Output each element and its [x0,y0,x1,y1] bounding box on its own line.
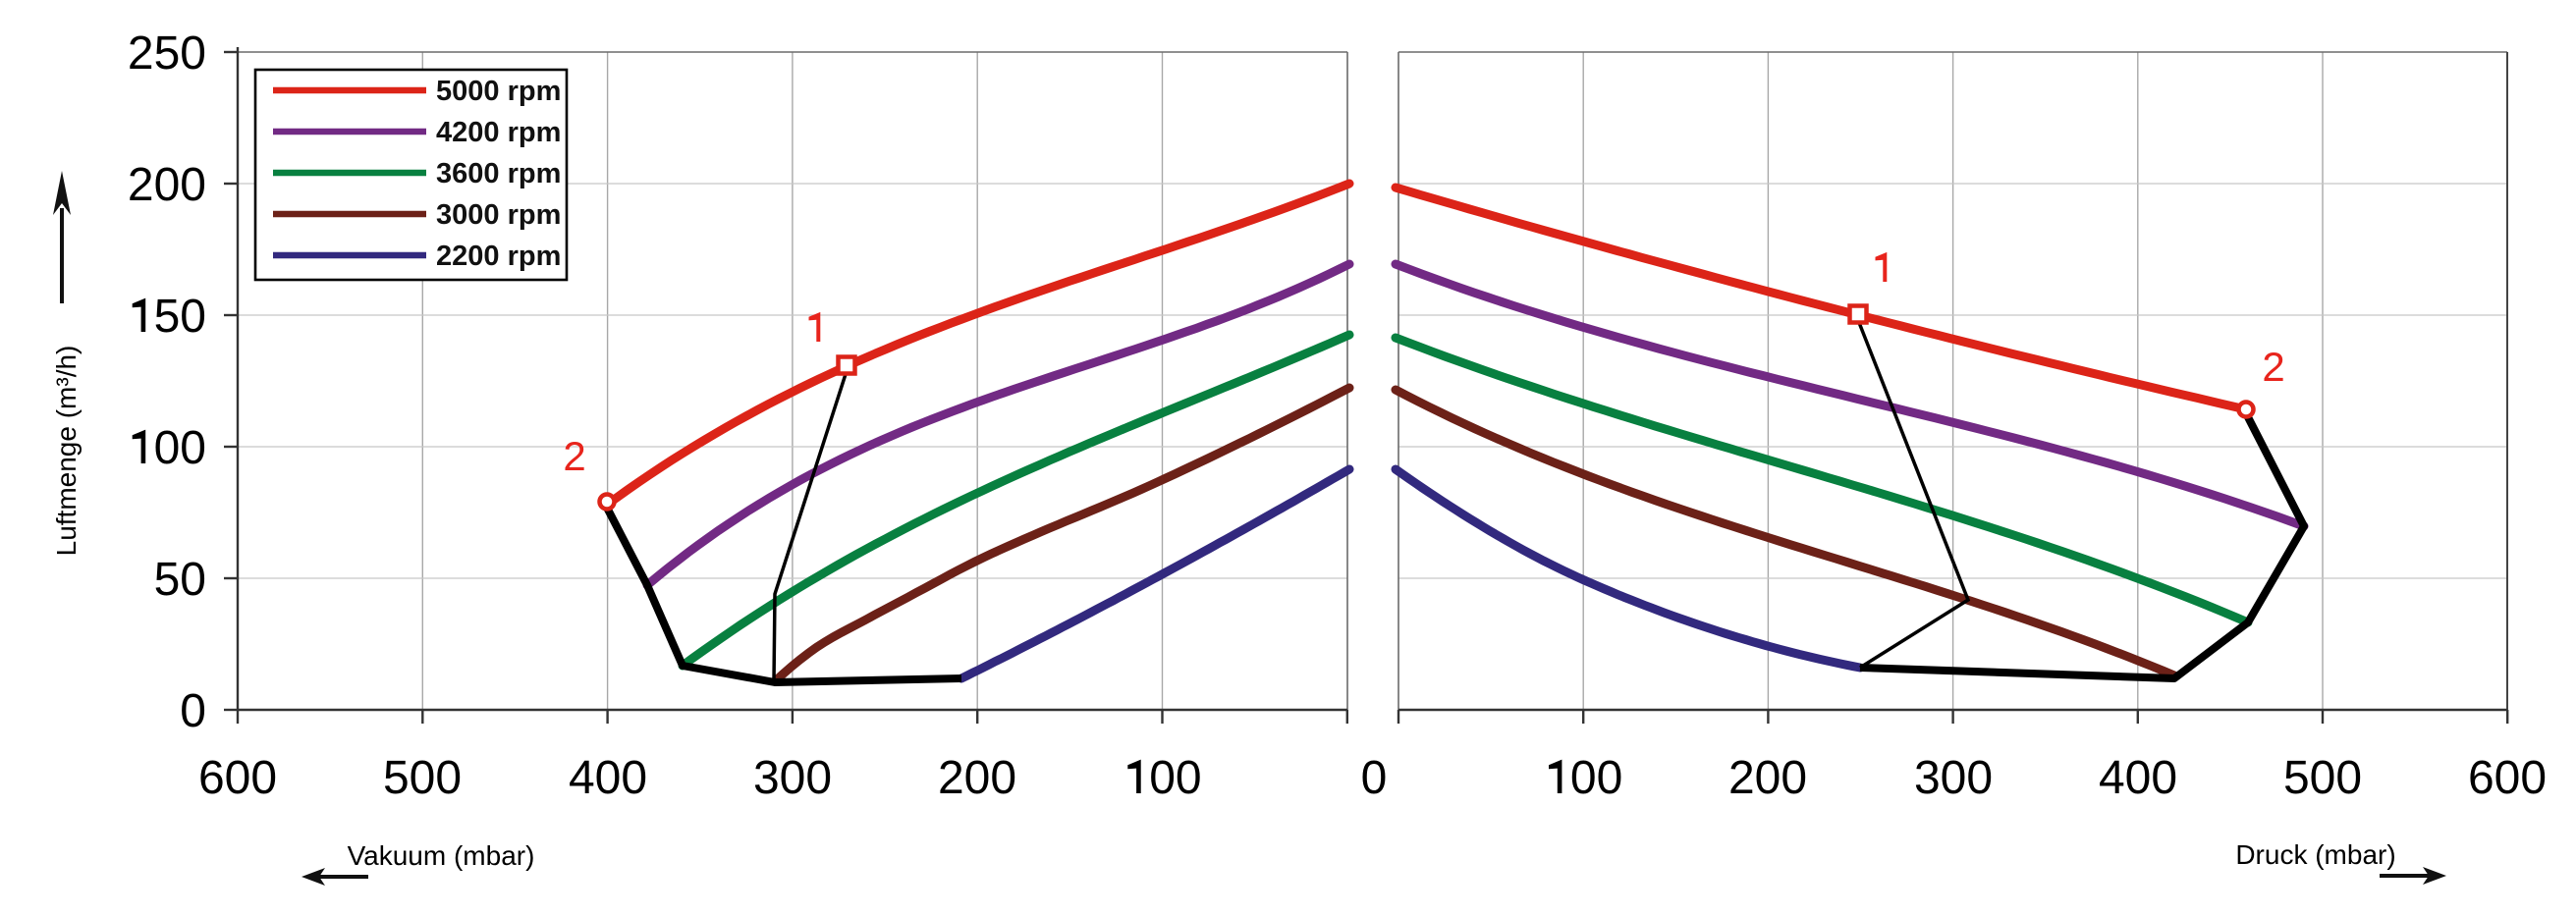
svg-text:0: 0 [180,685,206,737]
svg-text:200: 200 [128,159,206,211]
svg-text:600: 600 [2468,752,2547,804]
svg-text:3600 rpm: 3600 rpm [436,158,561,189]
svg-text:00: 00 [154,422,206,474]
svg-text:2200 rpm: 2200 rpm [436,241,561,272]
svg-text:Vakuum (mbar): Vakuum (mbar) [348,840,535,871]
svg-text:2: 2 [563,433,585,479]
svg-text:500: 500 [2283,752,2362,804]
svg-text:00: 00 [1570,752,1622,804]
svg-text:Luftmenge (m³/h): Luftmenge (m³/h) [51,346,82,557]
svg-text:50: 50 [154,554,206,606]
svg-text:Druck (mbar): Druck (mbar) [2235,839,2395,870]
svg-text:200: 200 [1728,752,1807,804]
svg-text:4200 rpm: 4200 rpm [436,117,561,148]
svg-text:300: 300 [1914,752,1993,804]
svg-text:3000 rpm: 3000 rpm [436,199,561,231]
svg-text:600: 600 [198,752,277,804]
svg-text:400: 400 [2099,752,2177,804]
svg-text:250: 250 [128,27,206,80]
svg-text:0: 0 [1361,752,1388,804]
svg-text:5000 rpm: 5000 rpm [436,76,561,107]
svg-text:200: 200 [938,752,1016,804]
svg-text:00: 00 [1149,752,1201,804]
svg-text:400: 400 [569,752,647,804]
svg-text:500: 500 [383,752,462,804]
svg-text:50: 50 [154,291,206,343]
svg-text:2: 2 [2262,344,2284,390]
svg-text:300: 300 [753,752,832,804]
